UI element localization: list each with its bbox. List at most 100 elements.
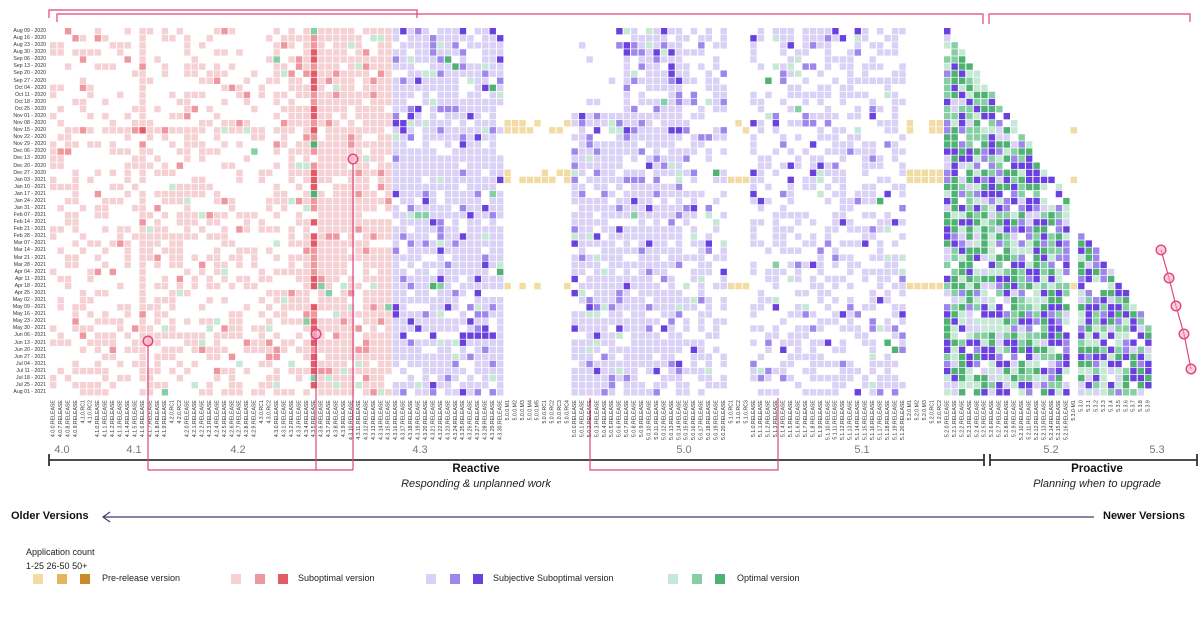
heatmap-cell (854, 134, 861, 141)
heatmap-cell (1018, 254, 1025, 261)
heatmap-cell (757, 389, 765, 396)
heatmap-cell (1018, 346, 1025, 353)
heatmap-cell (467, 197, 474, 205)
heatmap-cell (996, 155, 1003, 162)
heatmap-cell (489, 98, 496, 106)
heatmap-cell (273, 254, 280, 261)
heatmap-cell (1085, 360, 1092, 368)
heatmap-cell (94, 360, 102, 368)
heatmap-cell (601, 155, 608, 162)
heatmap-cell (653, 70, 660, 77)
heatmap-cell (608, 233, 616, 240)
heatmap-cell (824, 134, 832, 141)
heatmap-cell (109, 332, 116, 339)
heatmap-cell (1025, 382, 1033, 389)
y-label: Mar 07 - 2021 (13, 240, 46, 247)
heatmap-cell (310, 56, 318, 63)
heatmap-cell (377, 268, 385, 276)
heatmap-cell (854, 226, 861, 233)
heatmap-cell (318, 233, 325, 240)
heatmap-cell (437, 275, 444, 283)
heatmap-cell (467, 42, 474, 49)
heatmap-cell (623, 233, 631, 240)
heatmap-cell (988, 190, 996, 198)
heatmap-cell (348, 42, 355, 49)
heatmap-cell (973, 120, 981, 127)
heatmap-cell (117, 318, 124, 325)
heatmap-cell (876, 275, 884, 283)
heatmap-cell (988, 374, 996, 382)
heatmap-cell (437, 226, 444, 233)
heatmap-cell (295, 374, 303, 382)
heatmap-cell (757, 162, 765, 169)
heatmap-cell (668, 318, 675, 325)
heatmap-cell (288, 162, 295, 169)
heatmap-cell (444, 98, 452, 106)
heatmap-cell (705, 84, 712, 92)
heatmap-cell (1100, 304, 1107, 311)
heatmap-cell (489, 63, 496, 70)
heatmap-cell (489, 360, 496, 368)
heatmap-cell (333, 63, 340, 70)
y-label: Nov 22 - 2020 (13, 134, 46, 141)
heatmap-cell (876, 360, 884, 368)
heatmap-cell (869, 112, 876, 120)
heatmap-cell (1107, 297, 1115, 304)
heatmap-cell (407, 134, 414, 141)
heatmap-cell (966, 325, 973, 332)
heatmap-cell (459, 282, 467, 290)
heatmap-cell (131, 120, 139, 127)
heatmap-cell (802, 367, 809, 375)
heatmap-cell (169, 332, 176, 339)
heatmap-cell (459, 268, 467, 276)
heatmap-cell (571, 176, 578, 184)
heatmap-cell (213, 282, 221, 290)
heatmap-cell (1093, 389, 1100, 396)
y-label: Oct 04 - 2020 (14, 84, 46, 91)
heatmap-cell (795, 311, 802, 318)
heatmap-cell (593, 98, 601, 106)
heatmap-cell (653, 289, 660, 297)
heatmap-cell (139, 282, 146, 290)
heatmap-cell (951, 360, 958, 368)
heatmap-cell (79, 325, 87, 332)
heatmap-cell (944, 127, 951, 134)
heatmap-cell (884, 318, 891, 325)
heatmap-cell (660, 112, 668, 120)
heatmap-cell (415, 112, 422, 120)
heatmap-cell (690, 176, 698, 184)
heatmap-cell (660, 162, 668, 169)
heatmap-cell (757, 155, 765, 162)
heatmap-cell (780, 77, 787, 84)
heatmap-cell (333, 105, 340, 113)
heatmap-cell (616, 374, 623, 382)
heatmap-cell (601, 176, 608, 184)
heatmap-cell (705, 297, 712, 304)
heatmap-cell (318, 346, 325, 353)
heatmap-cell (348, 318, 355, 325)
y-label: Feb 14 - 2021 (13, 219, 46, 226)
heatmap-cell (1093, 254, 1100, 261)
heatmap-cell (146, 162, 154, 169)
heatmap-cell (839, 367, 847, 375)
heatmap-cell (1100, 268, 1107, 276)
heatmap-cell (1115, 346, 1122, 353)
heatmap-cell (161, 63, 169, 70)
heatmap-cell (958, 254, 966, 261)
heatmap-cell (348, 233, 355, 240)
heatmap-cell (1063, 233, 1070, 240)
heatmap-cell (355, 49, 362, 56)
heatmap-cell (668, 49, 675, 56)
heatmap-cell (362, 226, 370, 233)
heatmap-cell (623, 84, 631, 92)
heatmap-cell (385, 275, 392, 283)
heatmap-cell (638, 127, 645, 134)
heatmap-cell (377, 105, 385, 113)
heatmap-cell (213, 127, 221, 134)
heatmap-cell (914, 282, 921, 290)
heatmap-cell (340, 226, 347, 233)
heatmap-cell (757, 105, 765, 113)
heatmap-cell (489, 254, 496, 261)
heatmap-cell (772, 297, 780, 304)
